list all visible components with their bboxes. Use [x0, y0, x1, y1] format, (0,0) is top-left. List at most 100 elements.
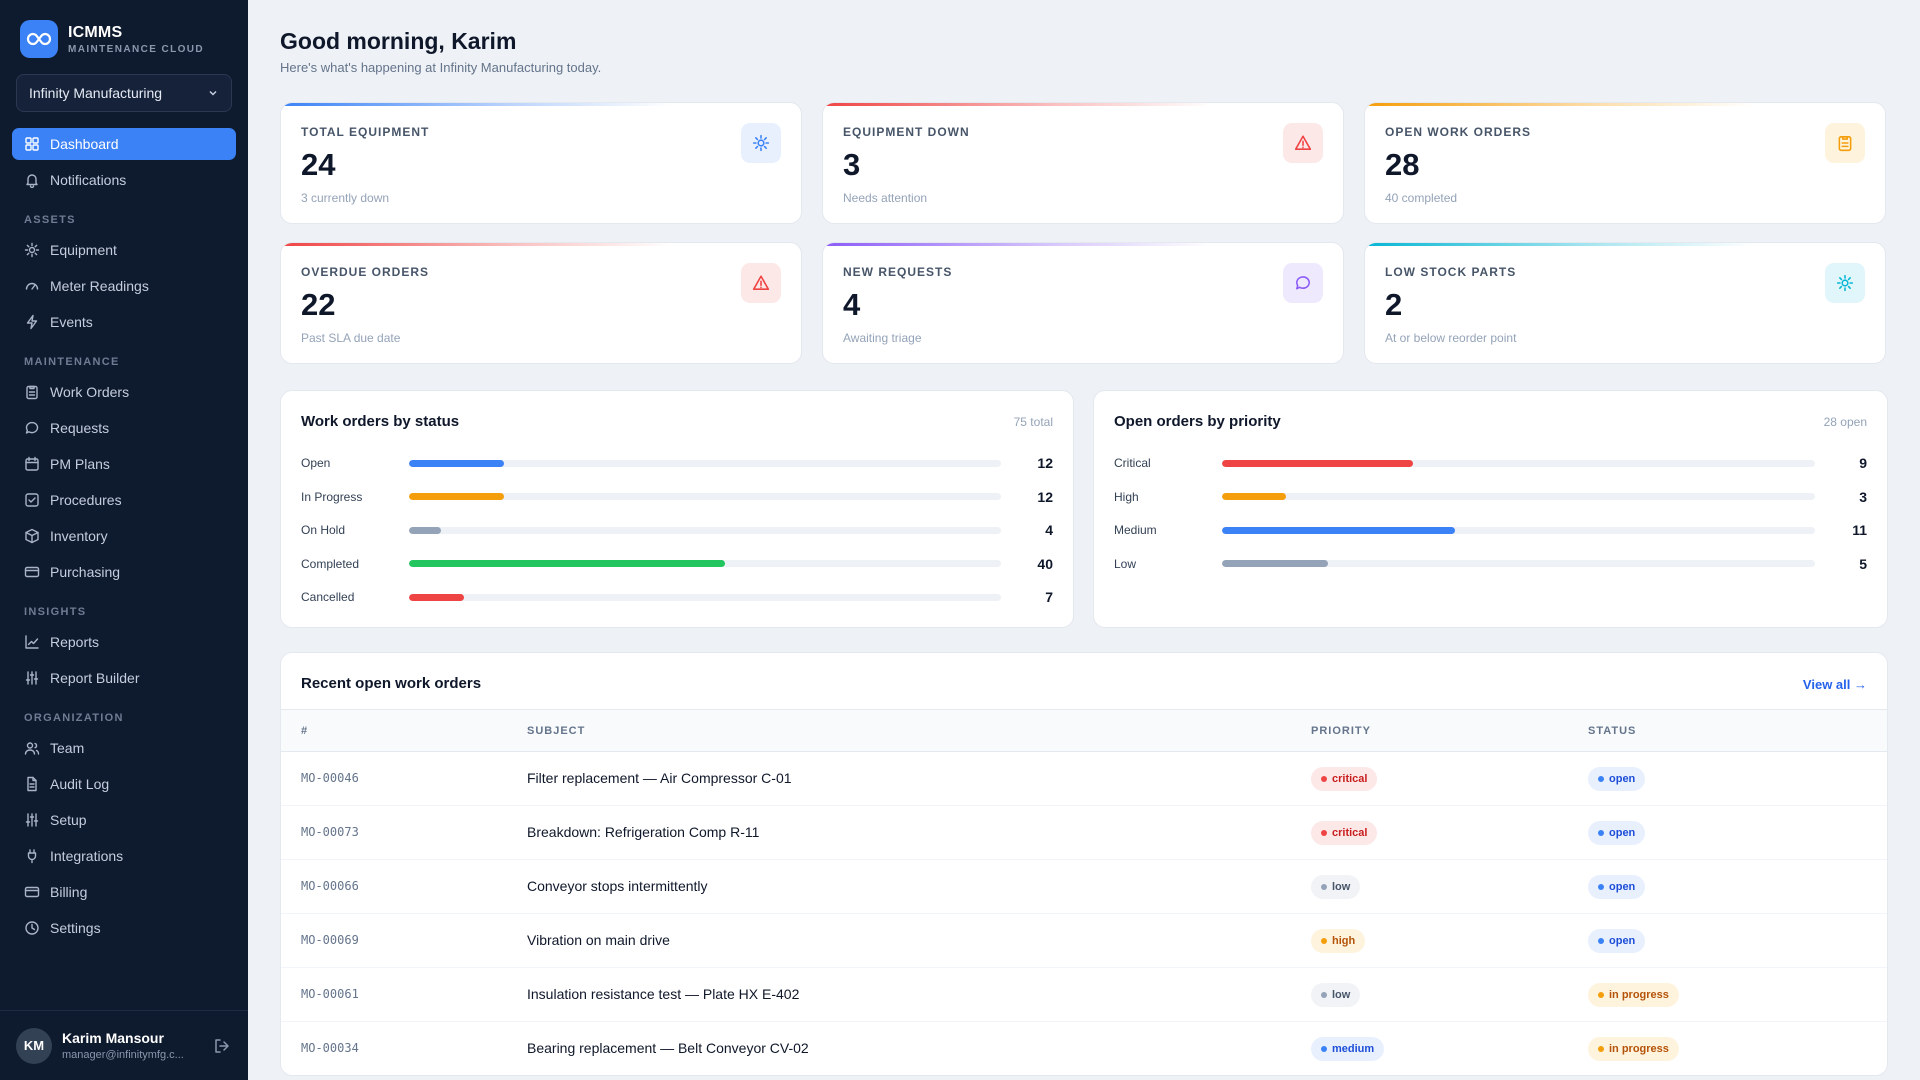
sidebar-item-events[interactable]: Events: [12, 306, 236, 338]
sliders-icon: [24, 812, 50, 828]
sidebar-item-label: Dashboard: [50, 136, 119, 152]
logout-icon[interactable]: [212, 1036, 232, 1056]
sidebar-item-equipment[interactable]: Equipment: [12, 234, 236, 266]
gear-icon: [24, 242, 50, 258]
bar-track: [409, 526, 1001, 534]
column-header-subject[interactable]: SUBJECT: [527, 725, 586, 737]
table-row[interactable]: MO-00061 Insulation resistance test — Pla…: [281, 968, 1887, 1022]
sidebar-item-notifications[interactable]: Notifications: [12, 164, 236, 196]
column-header-number[interactable]: #: [301, 725, 309, 737]
nav-section-assets: ASSETS: [24, 214, 76, 226]
work-order-number[interactable]: MO-00046: [301, 771, 359, 785]
sidebar-item-requests[interactable]: Requests: [12, 412, 236, 444]
work-order-number[interactable]: MO-00066: [301, 879, 359, 893]
bar-fill: [1222, 526, 1455, 534]
work-order-subject[interactable]: Insulation resistance test — Plate HX E-…: [527, 986, 800, 1002]
sidebar-item-label: Inventory: [50, 528, 108, 544]
bar-row-critical: Critical 9: [1114, 453, 1867, 473]
priority-badge-label: high: [1332, 935, 1356, 947]
bar-fill: [409, 493, 504, 500]
status-chart-panel: Work orders by status 75 total Open 12 In …: [280, 390, 1074, 628]
sidebar-item-pm-plans[interactable]: PM Plans: [12, 448, 236, 480]
sidebar-item-integrations[interactable]: Integrations: [12, 840, 236, 872]
work-order-subject[interactable]: Conveyor stops intermittently: [527, 878, 708, 894]
priority-badge-label: medium: [1332, 1043, 1375, 1055]
work-order-subject[interactable]: Filter replacement — Air Compressor C-01: [527, 770, 792, 786]
work-order-number[interactable]: MO-00034: [301, 1041, 359, 1055]
sidebar-item-work-orders[interactable]: Work Orders: [12, 376, 236, 408]
stat-card-equipment-down[interactable]: EQUIPMENT DOWN 3 Needs attention: [822, 102, 1344, 224]
bar-label: High: [1114, 489, 1139, 504]
stat-note: 3 currently down: [301, 191, 390, 205]
work-order-subject[interactable]: Breakdown: Refrigeration Comp R-11: [527, 824, 760, 840]
sidebar-item-inventory[interactable]: Inventory: [12, 520, 236, 552]
table-row[interactable]: MO-00073 Breakdown: Refrigeration Comp R-…: [281, 806, 1887, 860]
sidebar-item-setup[interactable]: Setup: [12, 804, 236, 836]
warning-icon: [1283, 123, 1323, 163]
clock-icon: [24, 920, 50, 936]
bar-track: [409, 593, 1001, 601]
table-row[interactable]: MO-00066 Conveyor stops intermittently low…: [281, 860, 1887, 914]
stat-card-total-equipment[interactable]: TOTAL EQUIPMENT 24 3 currently down: [280, 102, 802, 224]
card-icon: [24, 564, 50, 580]
sidebar-item-meter-readings[interactable]: Meter Readings: [12, 270, 236, 302]
sidebar-item-dashboard[interactable]: Dashboard: [12, 128, 236, 160]
work-order-number[interactable]: MO-00073: [301, 825, 359, 839]
stat-accent-line: [1365, 243, 1885, 246]
column-header-priority[interactable]: PRIORITY: [1311, 725, 1371, 737]
sidebar-item-label: Audit Log: [50, 776, 110, 792]
work-order-number[interactable]: MO-00061: [301, 987, 359, 1001]
bar-row-low: Low 5: [1114, 554, 1867, 574]
bolt-icon: [24, 314, 50, 330]
chevron-down-icon: [209, 90, 217, 96]
stat-card-new-requests[interactable]: NEW REQUESTS 4 Awaiting triage: [822, 242, 1344, 364]
sidebar-item-procedures[interactable]: Procedures: [12, 484, 236, 516]
bar-label: On Hold: [301, 523, 346, 537]
sidebar-item-label: Equipment: [50, 242, 117, 258]
sidebar-item-team[interactable]: Team: [12, 732, 236, 764]
stat-label: NEW REQUESTS: [843, 265, 953, 279]
sidebar-item-audit-log[interactable]: Audit Log: [12, 768, 236, 800]
stat-card-open-work-orders[interactable]: OPEN WORK ORDERS 28 40 completed: [1364, 102, 1886, 224]
work-order-subject[interactable]: Vibration on main drive: [527, 932, 670, 948]
sliders-icon: [24, 670, 50, 686]
sidebar-item-reports[interactable]: Reports: [12, 626, 236, 658]
stat-accent-line: [1365, 103, 1885, 106]
bar-value: 3: [1859, 488, 1867, 505]
bar-value: 40: [1037, 555, 1053, 572]
stat-card-overdue-orders[interactable]: OVERDUE ORDERS 22 Past SLA due date: [280, 242, 802, 364]
brand[interactable]: ICMMS MAINTENANCE CLOUD: [20, 20, 204, 58]
stat-note: 40 completed: [1385, 191, 1458, 205]
gauge-icon: [24, 278, 50, 294]
stat-label: TOTAL EQUIPMENT: [301, 125, 430, 139]
sidebar-item-billing[interactable]: Billing: [12, 876, 236, 908]
card-icon: [24, 884, 50, 900]
view-all-link[interactable]: View all →: [1802, 677, 1867, 692]
sidebar-item-purchasing[interactable]: Purchasing: [12, 556, 236, 588]
organization-select[interactable]: Infinity Manufacturing: [16, 74, 232, 112]
priority-badge-label: critical: [1332, 773, 1368, 785]
sidebar-item-settings[interactable]: Settings: [12, 912, 236, 944]
table-row[interactable]: MO-00069 Vibration on main drive high open: [281, 914, 1887, 968]
table-row[interactable]: MO-00034 Bearing replacement — Belt Conve…: [281, 1022, 1887, 1075]
bar-row-medium: Medium 11: [1114, 520, 1867, 540]
avatar: KM: [16, 1027, 52, 1064]
status-badge-label: open: [1609, 935, 1636, 947]
bar-label: Critical: [1114, 456, 1151, 470]
work-order-number[interactable]: MO-00069: [301, 933, 359, 947]
calendar-icon: [24, 456, 50, 472]
priority-badge: medium: [1311, 1037, 1385, 1061]
sidebar: ICMMS MAINTENANCE CLOUD Infinity Manufac…: [0, 0, 248, 1080]
status-badge: open: [1588, 875, 1646, 899]
brand-name: ICMMS: [68, 23, 123, 41]
bar-value: 12: [1037, 455, 1053, 471]
bar-track: [1222, 560, 1815, 567]
column-header-status[interactable]: STATUS: [1588, 725, 1637, 737]
stat-card-low-stock-parts[interactable]: LOW STOCK PARTS 2 At or below reorder poin…: [1364, 242, 1886, 364]
bar-value: 12: [1037, 488, 1053, 505]
bar-track: [1222, 459, 1815, 467]
work-order-subject[interactable]: Bearing replacement — Belt Conveyor CV-0…: [527, 1040, 809, 1056]
sidebar-item-report-builder[interactable]: Report Builder: [12, 662, 236, 694]
user-profile[interactable]: KM Karim Mansour manager@infinitymfg.c..…: [0, 1010, 248, 1080]
table-row[interactable]: MO-00046 Filter replacement — Air Compres…: [281, 752, 1887, 806]
